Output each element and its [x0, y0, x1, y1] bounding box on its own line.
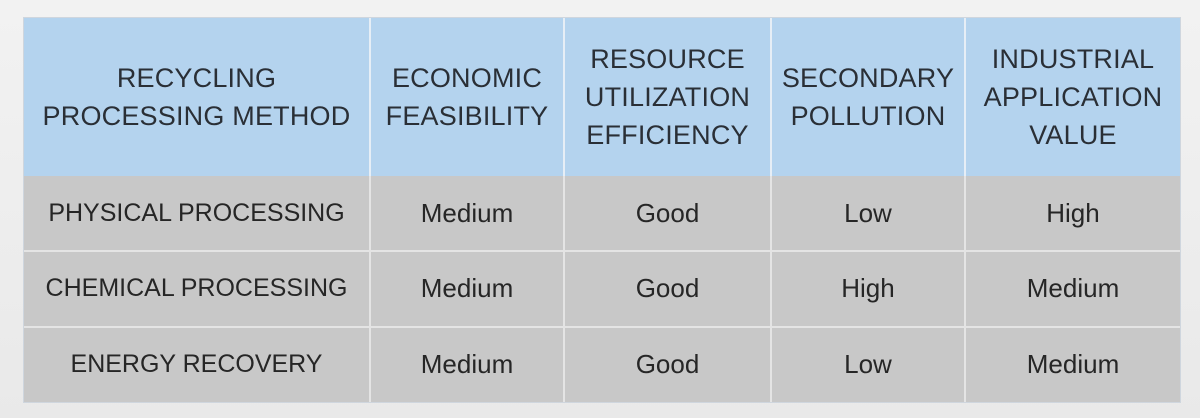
cell-industrial-application-value: High — [965, 176, 1180, 252]
comparison-table: RECYCLING PROCESSING METHOD ECONOMIC FEA… — [24, 18, 1180, 402]
table-body: PHYSICAL PROCESSING Medium Good Low High… — [24, 176, 1180, 402]
table-row: ENERGY RECOVERY Medium Good Low Medium — [24, 325, 1180, 402]
header-secondary-pollution: SECONDARY POLLUTION — [771, 18, 966, 176]
cell-resource-utilization-efficiency: Good — [564, 250, 772, 327]
cell-method: PHYSICAL PROCESSING — [24, 176, 371, 252]
cell-secondary-pollution: High — [771, 250, 966, 327]
header-row: RECYCLING PROCESSING METHOD ECONOMIC FEA… — [24, 18, 1180, 176]
cell-economic-feasibility: Medium — [370, 250, 565, 327]
cell-secondary-pollution: Low — [771, 325, 966, 402]
cell-method: CHEMICAL PROCESSING — [24, 250, 371, 327]
header-method: RECYCLING PROCESSING METHOD — [24, 18, 371, 176]
cell-method: ENERGY RECOVERY — [24, 325, 371, 402]
table-row: PHYSICAL PROCESSING Medium Good Low High — [24, 176, 1180, 252]
header-industrial-application-value: INDUSTRIAL APPLICATION VALUE — [965, 18, 1180, 176]
cell-industrial-application-value: Medium — [965, 250, 1180, 327]
table-row: CHEMICAL PROCESSING Medium Good High Med… — [24, 250, 1180, 327]
cell-resource-utilization-efficiency: Good — [564, 176, 772, 252]
table-header: RECYCLING PROCESSING METHOD ECONOMIC FEA… — [24, 18, 1180, 176]
cell-industrial-application-value: Medium — [965, 325, 1180, 402]
cell-economic-feasibility: Medium — [370, 325, 565, 402]
cell-resource-utilization-efficiency: Good — [564, 325, 772, 402]
cell-economic-feasibility: Medium — [370, 176, 565, 252]
cell-secondary-pollution: Low — [771, 176, 966, 252]
header-economic-feasibility: ECONOMIC FEASIBILITY — [370, 18, 565, 176]
header-resource-utilization-efficiency: RESOURCE UTILIZATION EFFICIENCY — [564, 18, 772, 176]
